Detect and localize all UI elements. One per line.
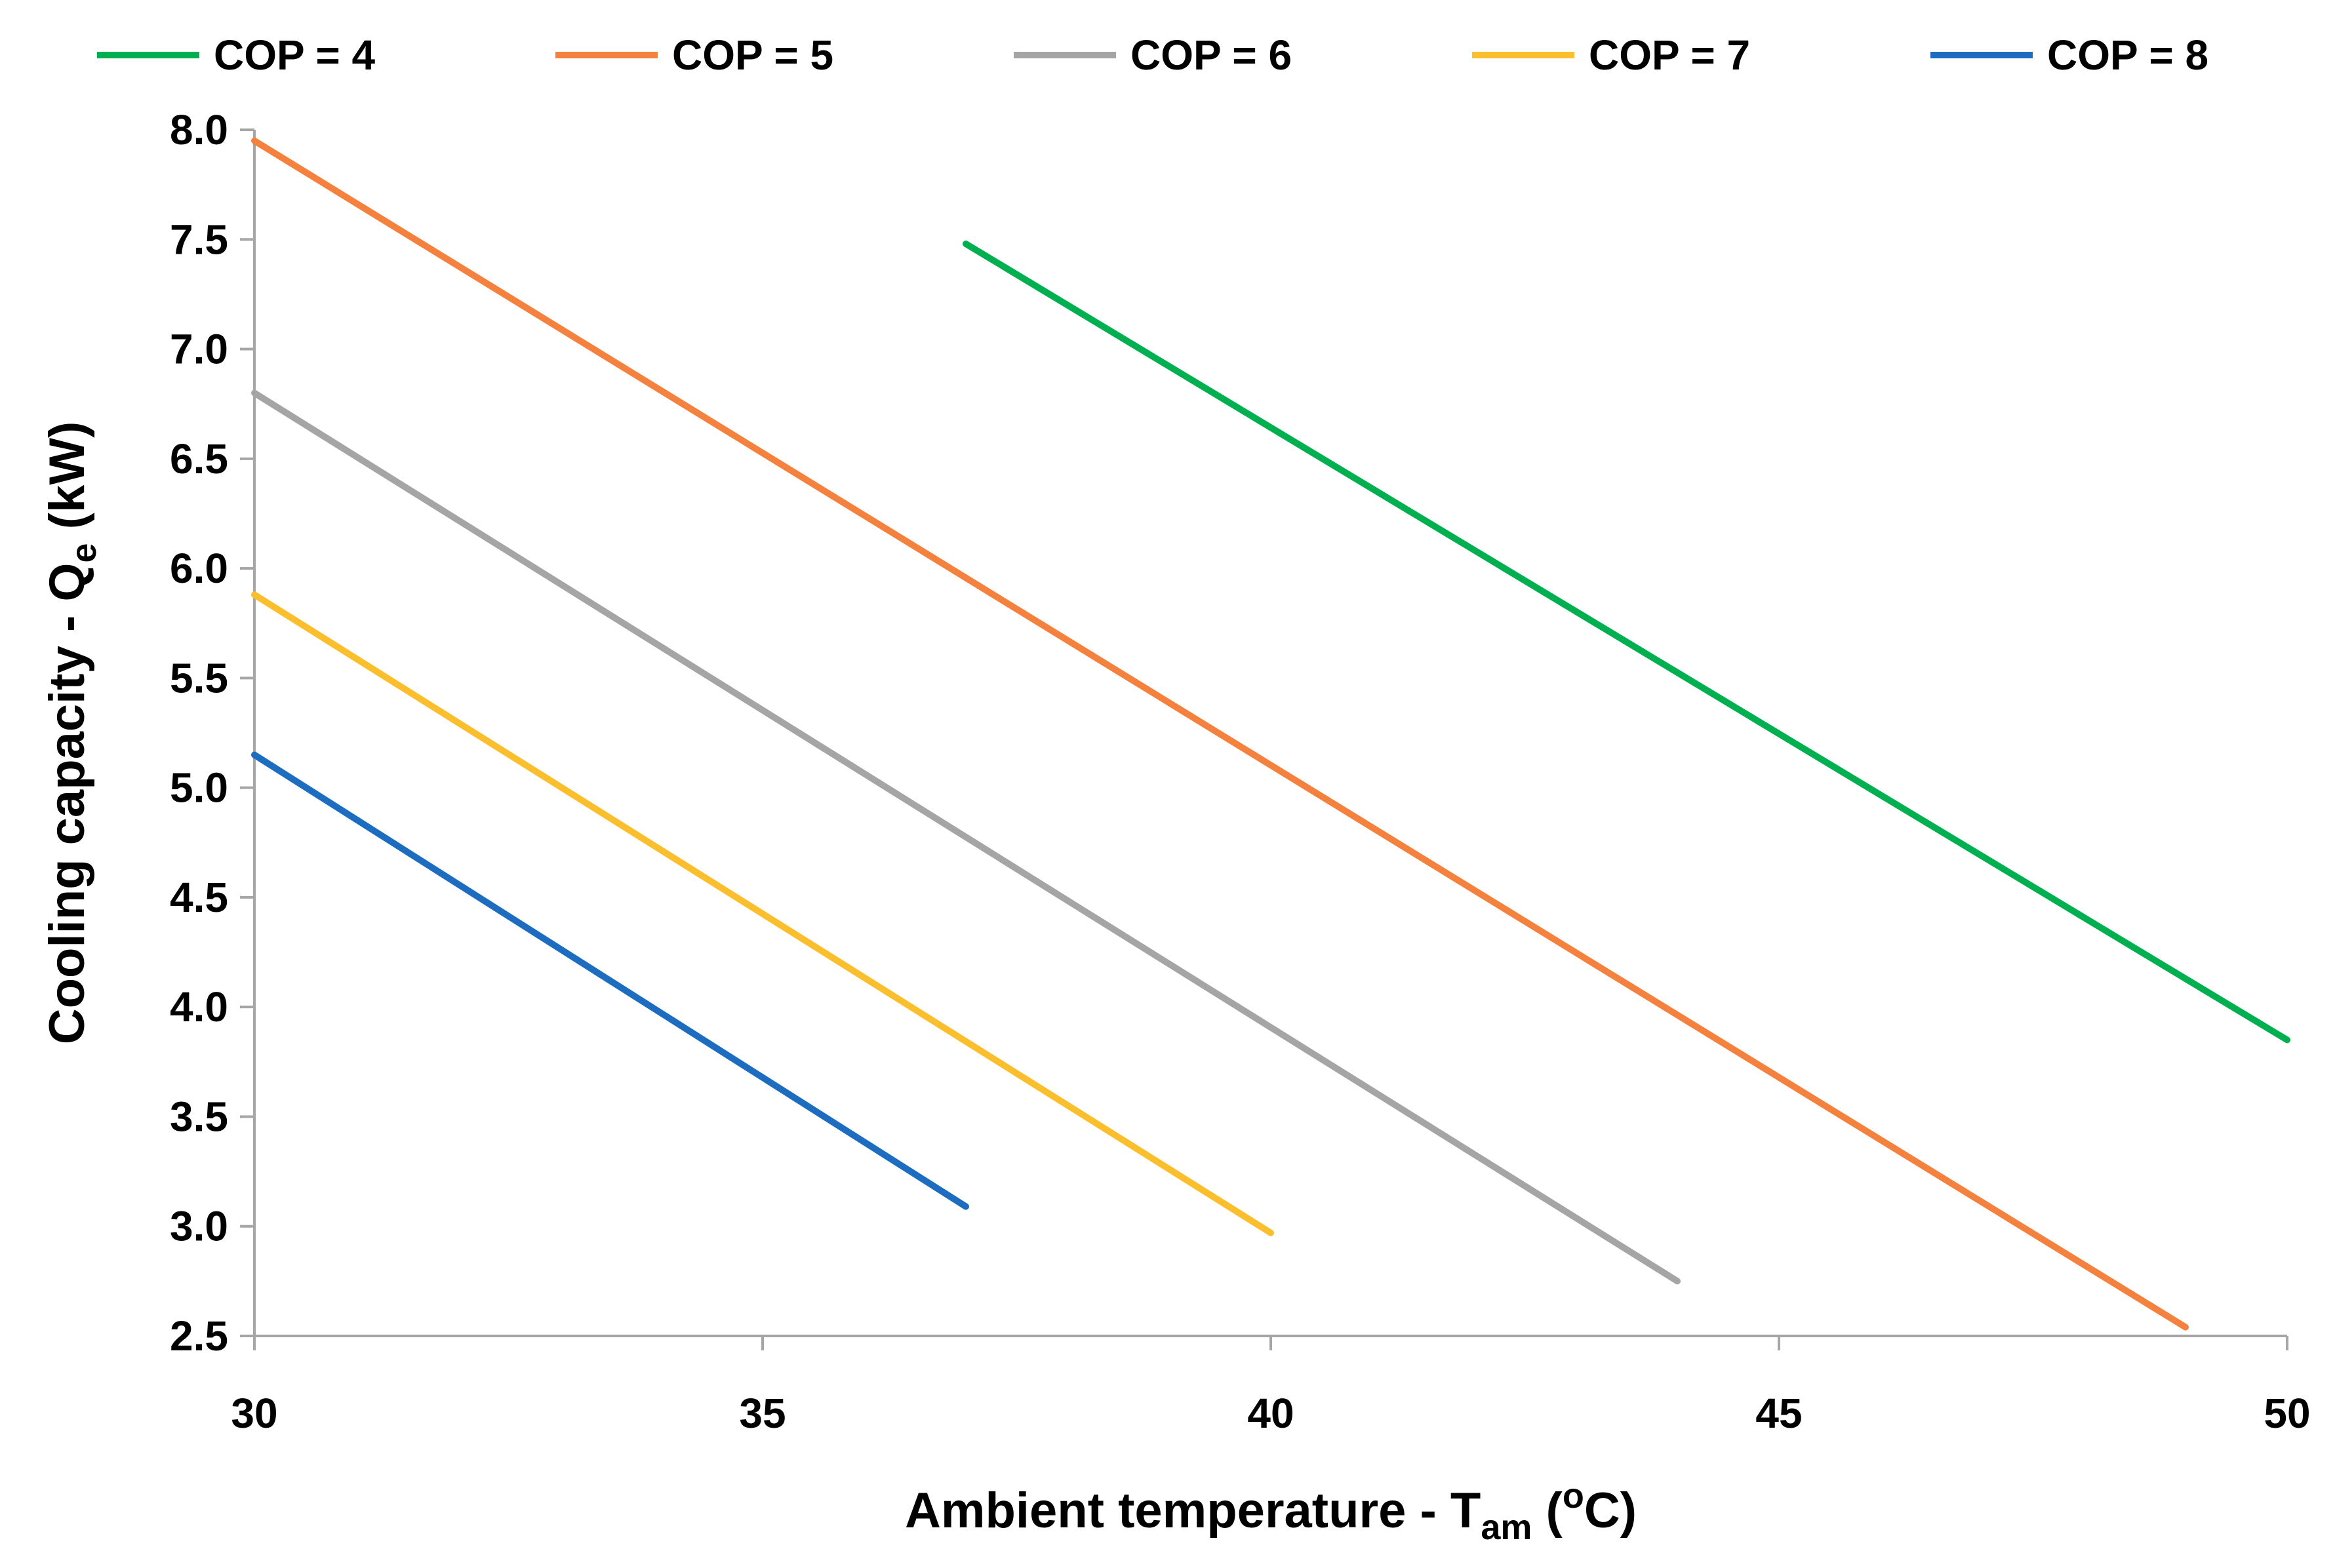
y-tick-label: 5.0 [170, 764, 228, 812]
x-axis-title: Ambient temperature - Tam (oC) [905, 1476, 1637, 1547]
legend-label: COP = 5 [672, 31, 833, 79]
y-tick-label: 3.5 [170, 1093, 228, 1140]
x-ticks: 30 35 40 45 50 [231, 1336, 2311, 1437]
y-tick-label: 5.5 [170, 654, 228, 701]
y-axis-title: Cooling capacity - Qe (kW) [39, 421, 104, 1045]
legend-label: COP = 7 [1589, 31, 1750, 79]
y-tick-label: 2.5 [170, 1312, 228, 1360]
y-tick-label: 6.5 [170, 435, 228, 482]
series-group [251, 137, 2290, 1331]
y-tick-label: 4.5 [170, 874, 228, 921]
legend-label: COP = 6 [1130, 31, 1292, 79]
series-line-cop-8 [251, 751, 969, 1210]
y-ticks: 2.5 3.0 3.5 4.0 4.5 5.0 5.5 6.0 6.5 7.0 7.5 8.0 [170, 106, 254, 1360]
series-line-cop-5 [251, 137, 2189, 1331]
y-tick-label: 4.0 [170, 983, 228, 1030]
x-tick-label: 40 [1247, 1390, 1294, 1437]
plot-area: 2.53.03.54.04.55.05.56.06.57.07.58.0 30 3… [170, 106, 2311, 1437]
series-line-cop-7 [251, 591, 1274, 1236]
y-tick-label: 7.0 [170, 326, 228, 373]
y-tick-label: 3.0 [170, 1203, 228, 1250]
legend-label: COP = 8 [2047, 31, 2208, 79]
x-tick-label: 45 [1755, 1390, 1802, 1437]
series-line-cop-6 [251, 389, 1681, 1285]
y-tick-label: 6.0 [170, 545, 228, 592]
legend-label: COP = 4 [214, 31, 375, 79]
series-line-cop-4 [963, 241, 2290, 1044]
y-tick-label: 8.0 [170, 106, 228, 153]
y-tick-label: 7.5 [170, 216, 228, 263]
legend: COP = 4 COP = 5 COP = 6 COP = 7 COP = 8 [97, 31, 2208, 79]
x-tick-label: 50 [2264, 1390, 2310, 1437]
x-tick-label: 30 [231, 1390, 277, 1437]
x-tick-label: 35 [739, 1390, 786, 1437]
